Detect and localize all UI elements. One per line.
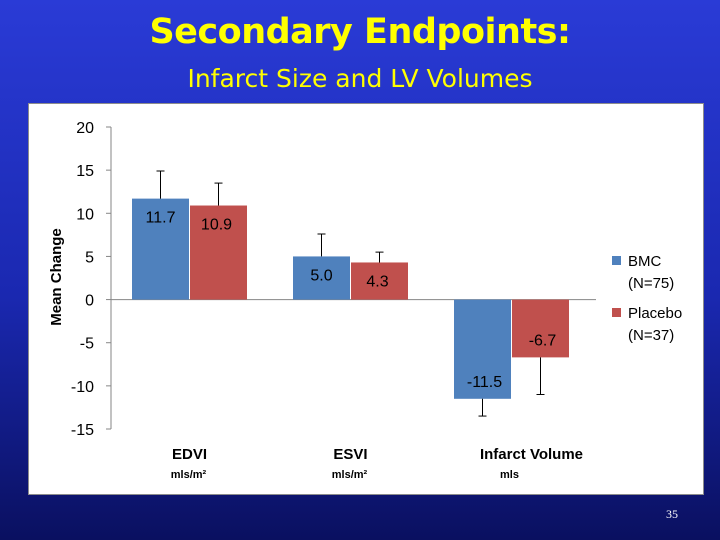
y-tick-label: 15 <box>76 163 94 180</box>
category-unit-label: mls <box>500 469 519 481</box>
bar-bmc <box>132 198 189 300</box>
category-label: Infarct Volume <box>480 446 583 463</box>
y-tick-label: -10 <box>71 379 94 396</box>
slide-subtitle: Infarct Size and LV Volumes <box>187 64 533 93</box>
legend-count-bmc: (N=75) <box>628 275 674 292</box>
legend-label-placebo: Placebo <box>628 305 682 322</box>
bar-placebo <box>190 205 247 300</box>
y-tick-label: -15 <box>71 422 94 439</box>
category-label: ESVI <box>333 446 367 463</box>
y-tick-label: -5 <box>80 336 94 353</box>
y-tick-label: 20 <box>76 120 94 137</box>
y-tick-label: 0 <box>85 293 94 310</box>
legend-label-bmc: BMC <box>628 253 662 270</box>
bar-data-label: 4.3 <box>366 273 388 290</box>
bar-placebo <box>512 299 569 358</box>
bar-bmc <box>454 299 511 399</box>
category-unit-label: mls/m² <box>332 469 368 481</box>
bar-data-label: -6.7 <box>529 332 557 349</box>
bar-data-label: 5.0 <box>310 267 332 284</box>
bar-data-label: 11.7 <box>146 210 176 227</box>
y-tick-label: 5 <box>85 249 94 266</box>
bar-bmc <box>293 256 350 300</box>
category-unit-label: mls/m² <box>171 469 207 481</box>
category-label: EDVI <box>172 446 207 463</box>
y-axis-title: Mean Change <box>48 228 65 326</box>
bar-data-label: -11.5 <box>467 374 502 391</box>
legend-swatch-bmc <box>612 256 621 265</box>
slide-number: 35 <box>666 507 678 521</box>
bar-placebo <box>351 262 408 300</box>
bar-data-label: 10.9 <box>201 217 232 234</box>
y-tick-label: 10 <box>76 206 94 223</box>
slide-title: Secondary Endpoints: <box>149 12 571 52</box>
legend-count-placebo: (N=37) <box>628 327 674 344</box>
legend-swatch-placebo <box>612 308 621 317</box>
